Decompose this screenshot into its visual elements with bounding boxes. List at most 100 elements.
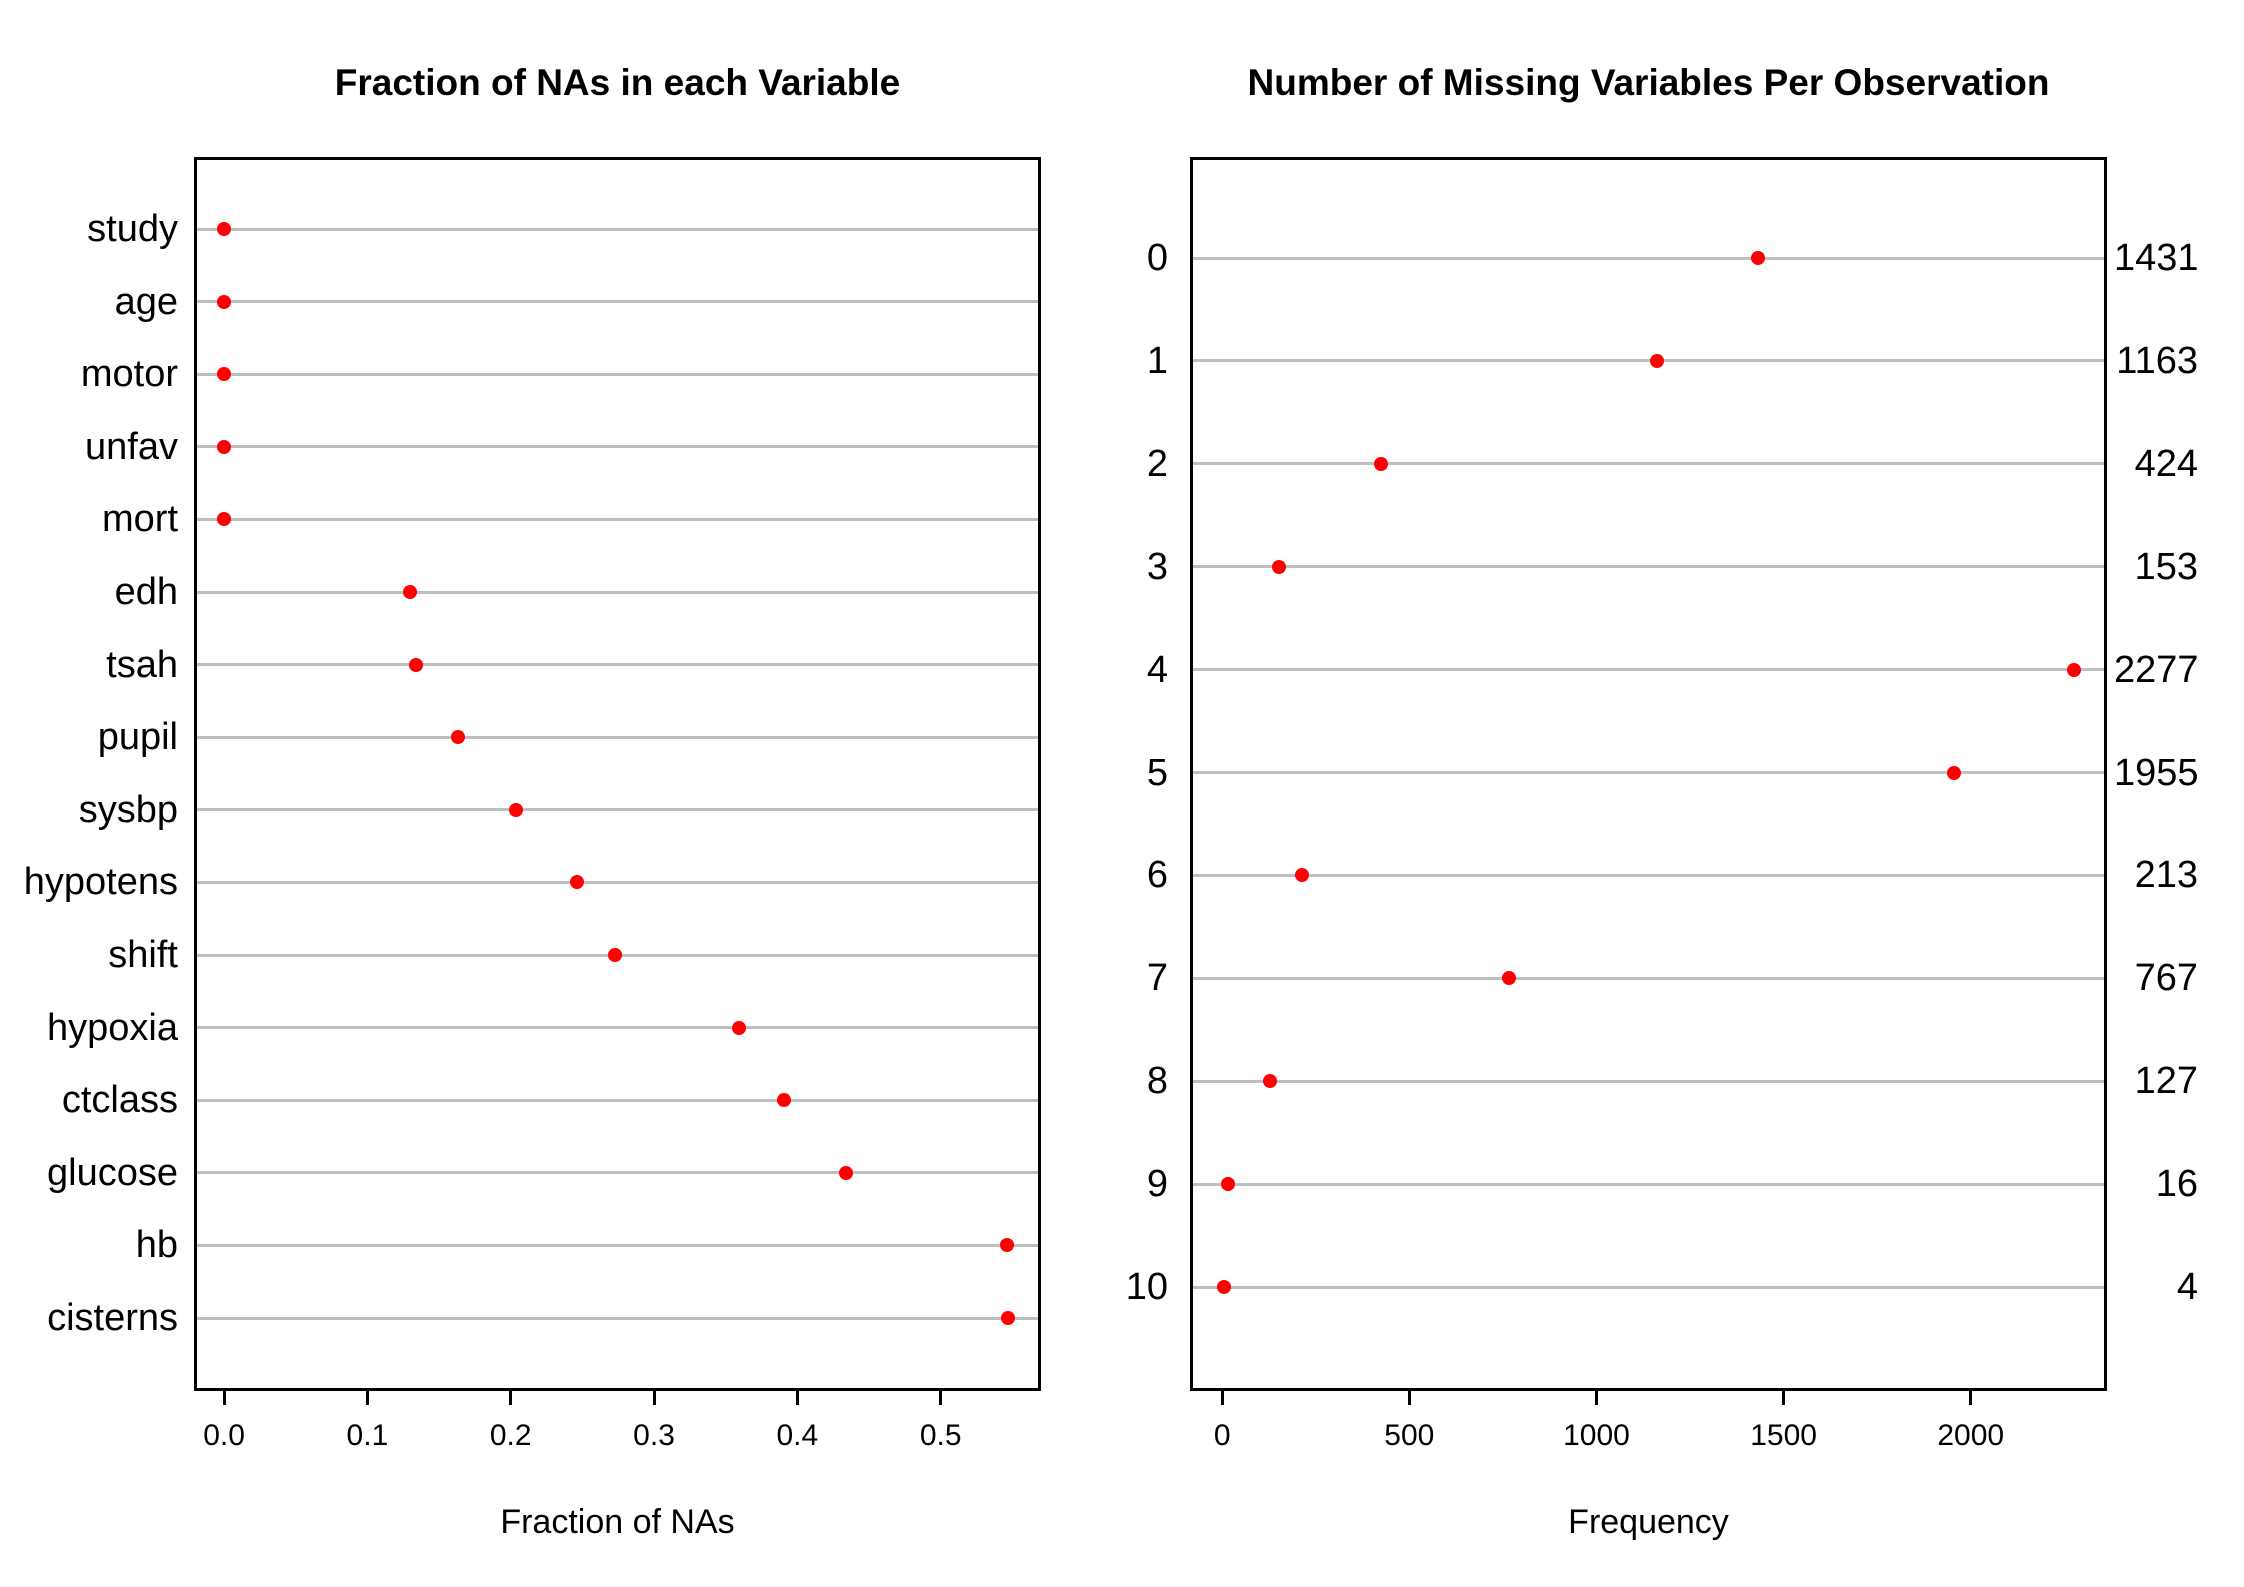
grid-line [197, 1098, 1038, 1102]
grid-line [197, 372, 1038, 376]
grid-line [1193, 1285, 2104, 1289]
grid-line [197, 808, 1038, 812]
category-label: 6 [1146, 854, 1168, 897]
x-axis-tick-label: 0.2 [489, 1419, 532, 1452]
x-axis-tick [1220, 1391, 1224, 1405]
data-point-dot [731, 1020, 746, 1035]
count-label: 1163 [2116, 339, 2198, 382]
x-axis-tick-label: 1000 [1563, 1419, 1630, 1452]
count-label: 424 [2134, 442, 2198, 485]
data-point-dot [450, 730, 465, 745]
data-point-dot [217, 512, 232, 527]
data-point-dot [217, 439, 232, 454]
category-label: age [114, 280, 178, 323]
grid-line [197, 445, 1038, 449]
data-point-dot [1262, 1074, 1277, 1089]
category-label: edh [114, 571, 178, 613]
data-point-dot [1650, 353, 1665, 368]
x-axis-tick-label: 0.5 [919, 1419, 962, 1452]
category-label: hypotens [23, 861, 178, 904]
grid-line [1193, 668, 2104, 672]
x-axis-tick [1969, 1391, 1973, 1405]
x-axis-tick [1594, 1391, 1598, 1405]
x-axis-tick-label: 0.4 [776, 1419, 819, 1452]
category-label: motor [80, 353, 178, 396]
data-point-dot [217, 294, 232, 309]
count-label: 16 [2155, 1163, 2198, 1206]
x-axis-tick-label: 2000 [1937, 1419, 2005, 1452]
grid-line [1193, 1182, 2104, 1186]
grid-line [1193, 565, 2104, 569]
category-label: 0 [1146, 237, 1168, 279]
grid-line [197, 227, 1038, 231]
count-label: 127 [2134, 1060, 2198, 1103]
grid-line [1193, 256, 2104, 260]
x-axis-title: Fraction of NAs [500, 1503, 735, 1541]
x-axis-tick [509, 1391, 513, 1405]
count-label: 4 [2176, 1266, 2198, 1308]
x-axis-tick [1782, 1391, 1786, 1405]
data-point-dot [608, 948, 623, 962]
grid-line [1193, 771, 2104, 774]
category-label: sysbp [78, 788, 178, 831]
category-label: tsah [106, 643, 178, 686]
data-point-dot [509, 802, 524, 817]
grid-line [197, 590, 1038, 594]
x-axis-tick-label: 0.3 [633, 1419, 675, 1452]
x-axis-tick-label: 1500 [1750, 1419, 1817, 1452]
category-label: ctclass [61, 1079, 178, 1122]
category-label: cisterns [47, 1297, 178, 1339]
category-label: glucose [47, 1151, 178, 1194]
plot-box [1190, 157, 2107, 1391]
plot-title: Number of Missing Variables Per Observat… [1247, 62, 2050, 103]
grid-line [197, 735, 1038, 739]
grid-line [1193, 976, 2104, 980]
category-label: 7 [1146, 957, 1168, 1000]
count-label: 767 [2134, 957, 2198, 1000]
x-axis-tick [795, 1391, 799, 1405]
data-point-dot [1294, 868, 1309, 883]
grid-line [197, 663, 1038, 667]
data-point-dot [1373, 456, 1388, 471]
x-axis-title: Frequency [1568, 1503, 1729, 1541]
data-point-dot [839, 1165, 854, 1180]
grid-line [197, 1316, 1038, 1320]
category-label: shift [108, 934, 178, 976]
x-axis-tick [222, 1391, 226, 1405]
grid-line [1193, 359, 2104, 363]
data-point-dot [1946, 765, 1961, 780]
category-label: 3 [1146, 545, 1168, 588]
category-label: pupil [97, 716, 178, 759]
category-label: 1 [1146, 339, 1168, 382]
x-axis-tick [939, 1391, 943, 1405]
grid-line [197, 1243, 1038, 1247]
data-point-dot [1221, 1177, 1236, 1192]
x-axis-tick [365, 1391, 369, 1405]
data-point-dot [1272, 559, 1287, 574]
data-point-dot [1502, 971, 1517, 986]
grid-line [1193, 462, 2104, 466]
category-label: 10 [1125, 1266, 1168, 1308]
category-label: hb [135, 1224, 178, 1267]
category-label: study [87, 208, 178, 250]
category-label: mort [102, 498, 178, 541]
count-label: 1955 [2114, 751, 2199, 794]
category-label: hypoxia [47, 1006, 178, 1049]
count-label: 153 [2134, 545, 2198, 588]
count-label: 213 [2134, 854, 2198, 897]
category-label: unfav [85, 425, 178, 468]
x-axis-tick-label: 500 [1384, 1419, 1435, 1452]
category-label: 8 [1146, 1060, 1168, 1103]
data-point-dot [1001, 1311, 1016, 1325]
grid-line [197, 1171, 1038, 1175]
category-label: 4 [1146, 648, 1168, 691]
x-axis-tick [652, 1391, 656, 1405]
category-label: 9 [1146, 1163, 1168, 1206]
data-point-dot [403, 585, 418, 599]
data-point-dot [2067, 662, 2082, 677]
grid-line [197, 300, 1038, 304]
data-point-dot [777, 1093, 792, 1108]
data-point-dot [217, 367, 232, 382]
grid-line [1193, 1079, 2104, 1083]
